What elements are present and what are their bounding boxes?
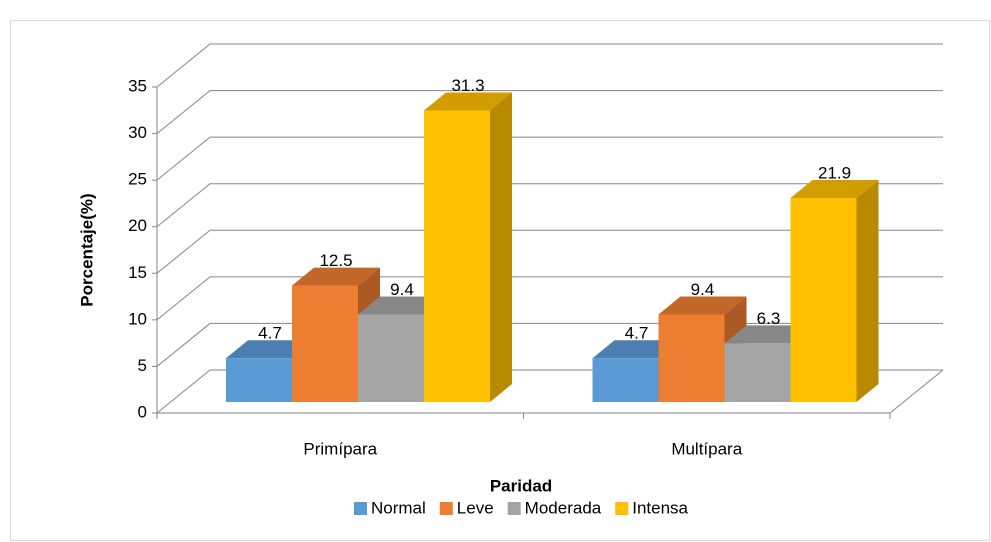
- legend-swatch: [354, 502, 367, 515]
- data-label: 21.9: [818, 164, 851, 183]
- y-tick-label: 35: [128, 76, 147, 95]
- legend-swatch: [615, 502, 629, 515]
- bar-front: [358, 314, 424, 402]
- legend-swatch: [507, 502, 521, 515]
- y-axis-title: Porcentaje(%): [77, 193, 96, 306]
- y-tick-label: 30: [128, 123, 147, 142]
- data-label: 9.4: [390, 280, 414, 299]
- grid-line: [156, 90, 943, 134]
- legend-label: Leve: [457, 498, 494, 517]
- data-label: 6.3: [757, 309, 781, 328]
- bar-front: [658, 314, 725, 402]
- bar-top: [790, 180, 879, 199]
- grid-line: [156, 43, 943, 88]
- bar: [424, 92, 512, 402]
- x-tick-label: Primípara: [303, 439, 377, 458]
- legend-label: Moderada: [525, 498, 602, 517]
- y-tick-label: 5: [138, 356, 147, 375]
- data-label: 4.7: [258, 324, 282, 343]
- y-tick-label: 0: [138, 402, 147, 421]
- bar-front: [424, 110, 490, 402]
- grid-line: [156, 229, 943, 274]
- data-label: 9.4: [691, 280, 715, 299]
- y-tick-label: 10: [128, 309, 147, 328]
- data-label: 12.5: [319, 251, 352, 270]
- bar-top: [424, 92, 512, 111]
- legend-swatch: [439, 502, 453, 515]
- bar-top: [658, 296, 747, 315]
- legend-item: Moderada: [507, 498, 602, 517]
- legend-label: Normal: [371, 498, 426, 517]
- legend-item: Normal: [354, 498, 426, 517]
- bar: [790, 180, 879, 402]
- y-tick-label: 15: [128, 263, 147, 282]
- legend-item: Intensa: [615, 498, 689, 517]
- grid-line: [156, 136, 943, 181]
- data-label: 31.3: [451, 76, 484, 95]
- legend-item: Leve: [439, 498, 494, 517]
- bar-side: [490, 92, 512, 402]
- bar-side: [856, 180, 879, 402]
- x-tick-label: Multípara: [671, 439, 742, 458]
- grid-line: [156, 183, 943, 228]
- y-tick-label: 25: [128, 170, 147, 189]
- bar-front: [724, 343, 791, 402]
- bar-front: [592, 358, 659, 402]
- grid-line: [156, 276, 943, 321]
- x-axis-title: Paridad: [490, 476, 552, 495]
- bar-front: [292, 285, 358, 402]
- bar-front: [790, 198, 857, 402]
- legend-label: Intensa: [632, 498, 688, 517]
- data-label: 4.7: [625, 324, 649, 343]
- y-tick-label: 20: [128, 216, 147, 235]
- bar-top: [292, 267, 380, 286]
- bar-front: [226, 358, 292, 402]
